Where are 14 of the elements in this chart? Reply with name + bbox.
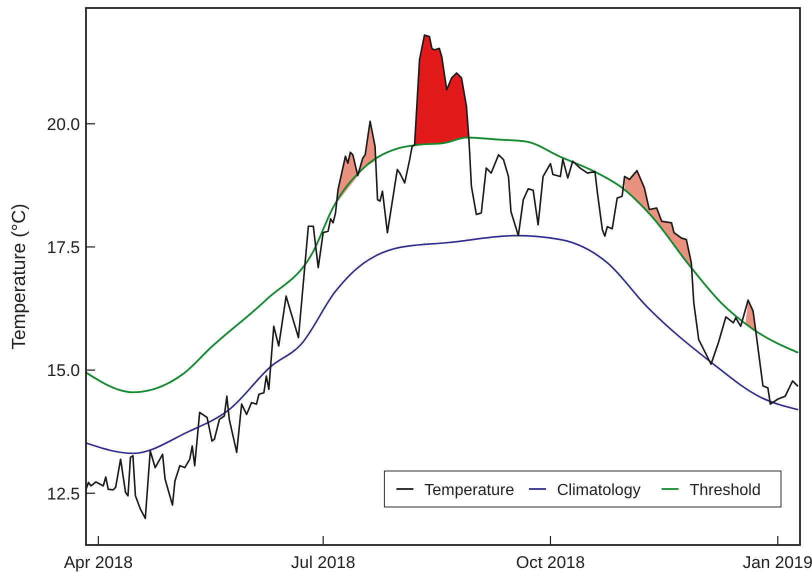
x-tick-label: Jul 2018 <box>291 553 356 572</box>
x-tick-label: Oct 2018 <box>516 553 585 572</box>
x-tick-label: Jan 2019 <box>742 553 812 572</box>
y-axis-title: Temperature (°C) <box>9 204 30 350</box>
y-tick-label: 17.5 <box>46 238 80 257</box>
x-tick-label: Apr 2018 <box>64 553 133 572</box>
legend-label: Climatology <box>557 482 641 499</box>
legend-label: Threshold <box>690 482 761 499</box>
y-tick-label: 15.0 <box>46 361 80 380</box>
legend-label: Temperature <box>424 482 514 499</box>
line-series <box>85 234 798 454</box>
y-tick-label: 20.0 <box>46 114 80 134</box>
y-tick-label: 12.5 <box>46 484 80 504</box>
line-series <box>85 136 798 394</box>
